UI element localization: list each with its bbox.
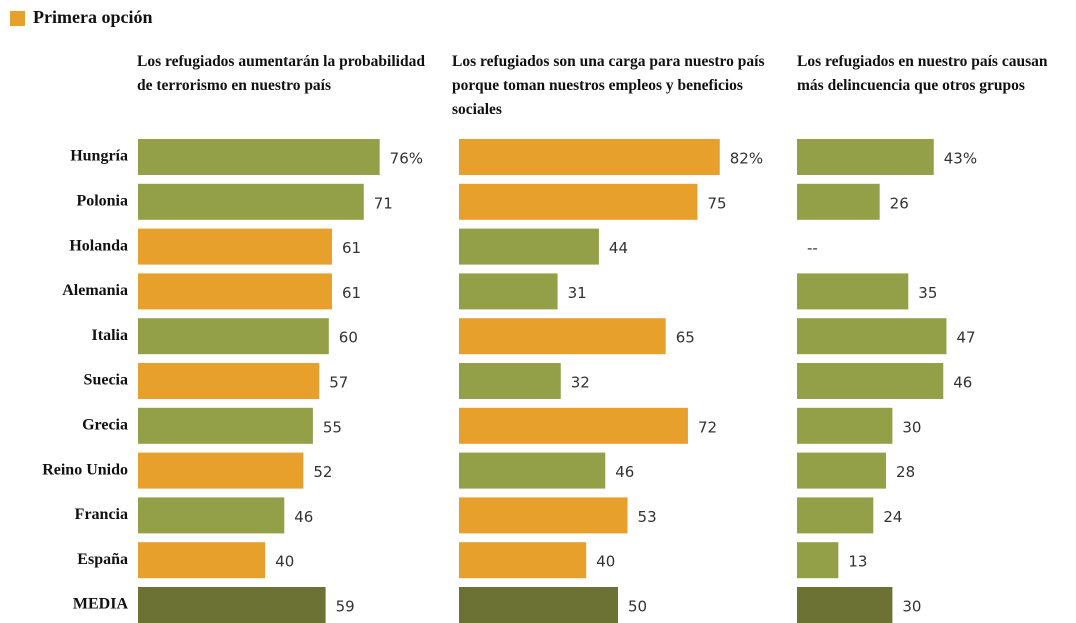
value-label: 65 bbox=[676, 329, 695, 347]
value-label: 75 bbox=[708, 194, 727, 212]
value-label: 24 bbox=[883, 508, 902, 526]
value-label: 43% bbox=[944, 150, 977, 168]
bar bbox=[459, 318, 666, 355]
value-label: 40 bbox=[596, 553, 615, 571]
category-label: Grecia bbox=[82, 416, 128, 433]
value-label: 30 bbox=[902, 418, 921, 436]
bar bbox=[797, 452, 887, 489]
bar bbox=[797, 318, 947, 355]
value-label: 26 bbox=[890, 194, 909, 212]
value-label: 13 bbox=[848, 553, 867, 571]
category-label: MEDIA bbox=[73, 596, 129, 613]
value-label: 32 bbox=[571, 374, 590, 392]
bar bbox=[459, 542, 587, 579]
value-label: 72 bbox=[698, 418, 717, 436]
bar bbox=[138, 228, 332, 265]
bar bbox=[797, 497, 874, 534]
value-label: 47 bbox=[956, 329, 975, 347]
bar bbox=[459, 497, 628, 534]
value-label: 57 bbox=[329, 374, 348, 392]
value-label: 53 bbox=[638, 508, 657, 526]
value-label: 52 bbox=[313, 463, 332, 481]
category-label: Alemania bbox=[62, 282, 128, 299]
bar bbox=[138, 542, 266, 579]
panel-title: Los refugiados en nuestro país causan má… bbox=[797, 53, 1048, 94]
category-label: Suecia bbox=[84, 372, 128, 389]
bar bbox=[459, 139, 720, 175]
bar bbox=[138, 139, 380, 175]
bar bbox=[138, 273, 332, 310]
bar bbox=[797, 587, 893, 623]
bar bbox=[459, 452, 606, 489]
category-label: Francia bbox=[75, 506, 128, 523]
bar bbox=[138, 497, 285, 534]
bar bbox=[797, 183, 880, 220]
panel-title: Los refugiados aumentarán la probabilida… bbox=[137, 53, 425, 94]
bar bbox=[459, 407, 688, 444]
value-label: 61 bbox=[342, 284, 361, 302]
bar bbox=[459, 228, 599, 265]
bar bbox=[138, 452, 304, 489]
value-label: 71 bbox=[374, 194, 393, 212]
legend-label: Primera opción bbox=[33, 7, 152, 27]
bar bbox=[138, 183, 364, 220]
value-label: 44 bbox=[609, 239, 628, 257]
category-label: Polonia bbox=[76, 192, 128, 209]
value-label: 55 bbox=[323, 418, 342, 436]
value-label: 46 bbox=[953, 374, 972, 392]
value-label: 59 bbox=[336, 598, 355, 616]
bar bbox=[797, 407, 893, 444]
value-label: 46 bbox=[615, 463, 634, 481]
value-label: 35 bbox=[918, 284, 937, 302]
bar bbox=[797, 542, 839, 579]
bar bbox=[797, 273, 909, 310]
value-label: 31 bbox=[568, 284, 587, 302]
value-label: 82% bbox=[730, 150, 763, 168]
value-label: -- bbox=[807, 239, 818, 257]
bar bbox=[138, 363, 320, 399]
bar bbox=[797, 363, 944, 399]
value-label: 61 bbox=[342, 239, 361, 257]
value-label: 30 bbox=[902, 598, 921, 616]
bar bbox=[459, 363, 561, 399]
value-label: 28 bbox=[896, 463, 915, 481]
value-label: 40 bbox=[275, 553, 294, 571]
value-label: 76% bbox=[390, 150, 423, 168]
category-label: Reino Unido bbox=[42, 461, 128, 478]
panel-title: Los refugiados son una carga para nuestr… bbox=[452, 53, 765, 118]
bar bbox=[459, 273, 558, 310]
value-label: 60 bbox=[339, 329, 358, 347]
category-label: Holanda bbox=[69, 237, 128, 254]
category-label: Hungría bbox=[70, 148, 128, 165]
value-label: 46 bbox=[294, 508, 313, 526]
bar bbox=[138, 587, 326, 623]
bar bbox=[138, 407, 313, 444]
bar bbox=[459, 587, 618, 623]
legend-swatch bbox=[10, 11, 25, 26]
bar bbox=[459, 183, 698, 220]
category-label: España bbox=[77, 551, 128, 568]
category-label: Italia bbox=[92, 327, 128, 344]
bar bbox=[138, 318, 329, 355]
bar bbox=[797, 139, 934, 175]
value-label: 50 bbox=[628, 598, 647, 616]
